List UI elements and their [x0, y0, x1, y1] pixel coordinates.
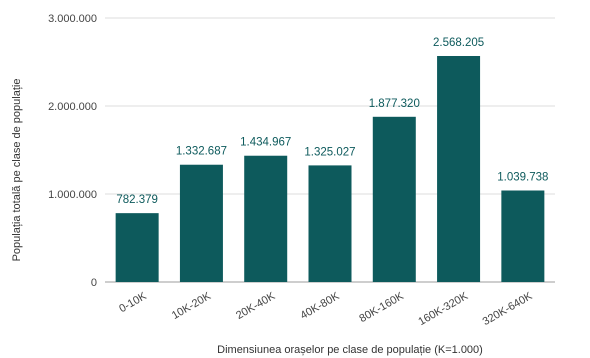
data-label: 1.434.967 — [240, 137, 291, 149]
data-label: 2.568.205 — [433, 37, 484, 49]
x-tick-label: 320K-640K — [481, 290, 535, 328]
y-tick-label: 3.000.000 — [48, 13, 97, 25]
bar-160K-320K — [437, 55, 481, 283]
bar-10K-20K — [179, 164, 223, 282]
data-label: 1.877.320 — [369, 98, 420, 110]
data-label: 1.325.027 — [304, 146, 355, 158]
x-tick-label: 10K-20K — [170, 290, 214, 322]
data-labels: 782.379 1.332.687 1.434.967 1.325.027 1.877.… — [116, 37, 548, 206]
data-label: 1.332.687 — [176, 146, 227, 158]
bar-0-10K — [115, 213, 159, 282]
x-tick-label: 40K-80K — [298, 290, 342, 322]
y-tick-label: 0 — [91, 277, 97, 289]
x-tick-label: 80K-160K — [357, 290, 406, 325]
data-label: 1.039.738 — [497, 172, 548, 184]
bar-40K-80K — [308, 165, 352, 282]
bars — [115, 55, 545, 283]
x-tick-label: 0-10K — [117, 290, 149, 315]
x-tick-label: 160K-320K — [416, 290, 470, 328]
y-axis-tick-labels: 0 1.000.000 2.000.000 3.000.000 — [48, 13, 97, 289]
bar-320K-640K — [501, 190, 545, 282]
x-axis-tick-labels: 0-10K 10K-20K 20K-40K 40K-80K 80K-160K 160K-3… — [117, 290, 535, 328]
bar-20K-40K — [244, 155, 288, 282]
y-tick-label: 1.000.000 — [48, 189, 97, 201]
x-tick-label: 20K-40K — [234, 290, 278, 322]
y-axis-title: Populația totală pe clase de populație — [11, 79, 23, 262]
y-tick-label: 2.000.000 — [48, 101, 97, 113]
bar-80K-160K — [372, 116, 416, 282]
data-label: 782.379 — [116, 194, 158, 206]
x-axis-title: Dimensiunea orașelor pe clase de populaț… — [217, 344, 483, 356]
